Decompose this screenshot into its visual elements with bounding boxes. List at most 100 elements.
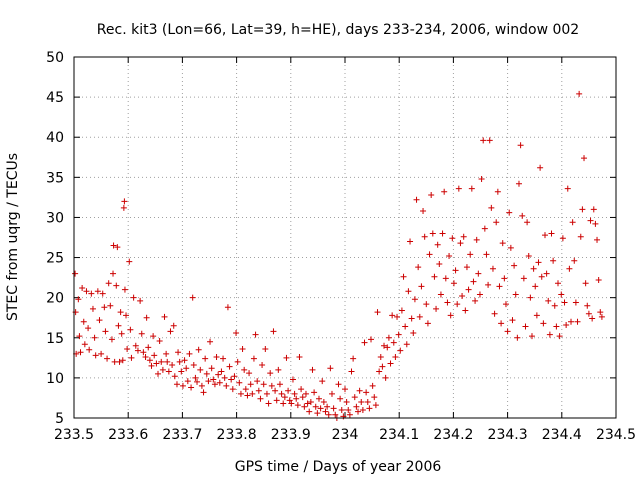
data-point [371,394,378,401]
data-point [195,346,202,353]
data-point [268,382,275,389]
data-point [346,411,353,418]
data-point [532,283,539,290]
data-point [176,358,183,365]
x-tick-label: 234.2 [433,427,473,443]
data-point [164,358,171,365]
data-point [491,310,498,317]
data-point [527,294,534,301]
data-point [289,376,296,383]
data-point [296,354,303,361]
data-point [306,408,313,415]
x-tick-label: 234.3 [488,427,528,443]
data-point [553,323,560,330]
data-point [452,267,459,274]
data-point [309,366,316,373]
data-point [171,373,178,380]
data-point [142,354,149,361]
plot-frame [73,56,617,419]
data-point [312,403,319,410]
data-point [555,280,562,287]
data-point [426,251,433,258]
data-point [315,395,322,402]
data-point [433,305,440,312]
data-point [169,362,176,369]
data-point [408,315,415,322]
data-point [405,288,412,295]
data-point [369,382,376,389]
data-point [327,365,334,372]
data-point [96,317,103,324]
data-point [252,331,259,338]
data-point [86,346,93,353]
data-point [377,354,384,361]
data-point [208,365,215,372]
data-point [273,397,280,404]
data-point [132,342,139,349]
data-point [79,285,86,292]
data-point [564,185,571,192]
data-point [203,370,210,377]
data-point [215,371,222,378]
data-point [163,350,170,357]
data-point [83,288,90,295]
data-point [234,358,241,365]
data-point [181,357,188,364]
data-point [311,389,318,396]
data-point [200,389,207,396]
data-point [470,278,477,285]
data-point [239,346,246,353]
data-point [582,280,589,287]
data-point [355,408,362,415]
data-point [237,390,244,397]
chart-title: Rec. kit3 (Lon=66, Lat=39, h=HE), days 2… [97,22,579,38]
data-point [350,355,357,362]
data-point [276,381,283,388]
data-point [105,280,112,287]
data-point [228,376,235,383]
data-point [263,390,270,397]
data-point [558,291,565,298]
data-point [211,381,218,388]
data-point [421,233,428,240]
data-points [72,90,605,421]
data-point [115,322,122,329]
data-point [85,325,92,332]
data-point [563,321,570,328]
data-point [597,309,604,316]
data-point [288,400,295,407]
data-point [75,296,82,303]
data-point [337,395,344,402]
data-point [116,358,123,365]
data-point [460,233,467,240]
data-point [77,349,84,356]
data-point [589,315,596,322]
y-tick-label: 15 [46,331,64,347]
data-point [130,294,137,301]
data-point [476,291,483,298]
data-point [260,381,267,388]
data-point [528,333,535,340]
data-point [92,352,99,359]
data-point [420,208,427,215]
data-point [587,217,594,224]
data-point [145,344,152,351]
data-point [577,233,584,240]
data-point [454,301,461,308]
data-point [512,291,519,298]
data-point [415,264,422,271]
data-point [197,366,204,373]
data-point [283,354,290,361]
data-point [254,378,261,385]
data-point [76,333,83,340]
x-tick-label: 233.9 [271,427,311,443]
data-point [165,368,172,375]
data-point [594,236,601,243]
data-point [507,244,514,251]
data-point [548,230,555,237]
data-point [446,252,453,259]
data-point [81,341,88,348]
data-point [379,363,386,370]
data-point [574,318,581,325]
data-point [465,286,472,293]
